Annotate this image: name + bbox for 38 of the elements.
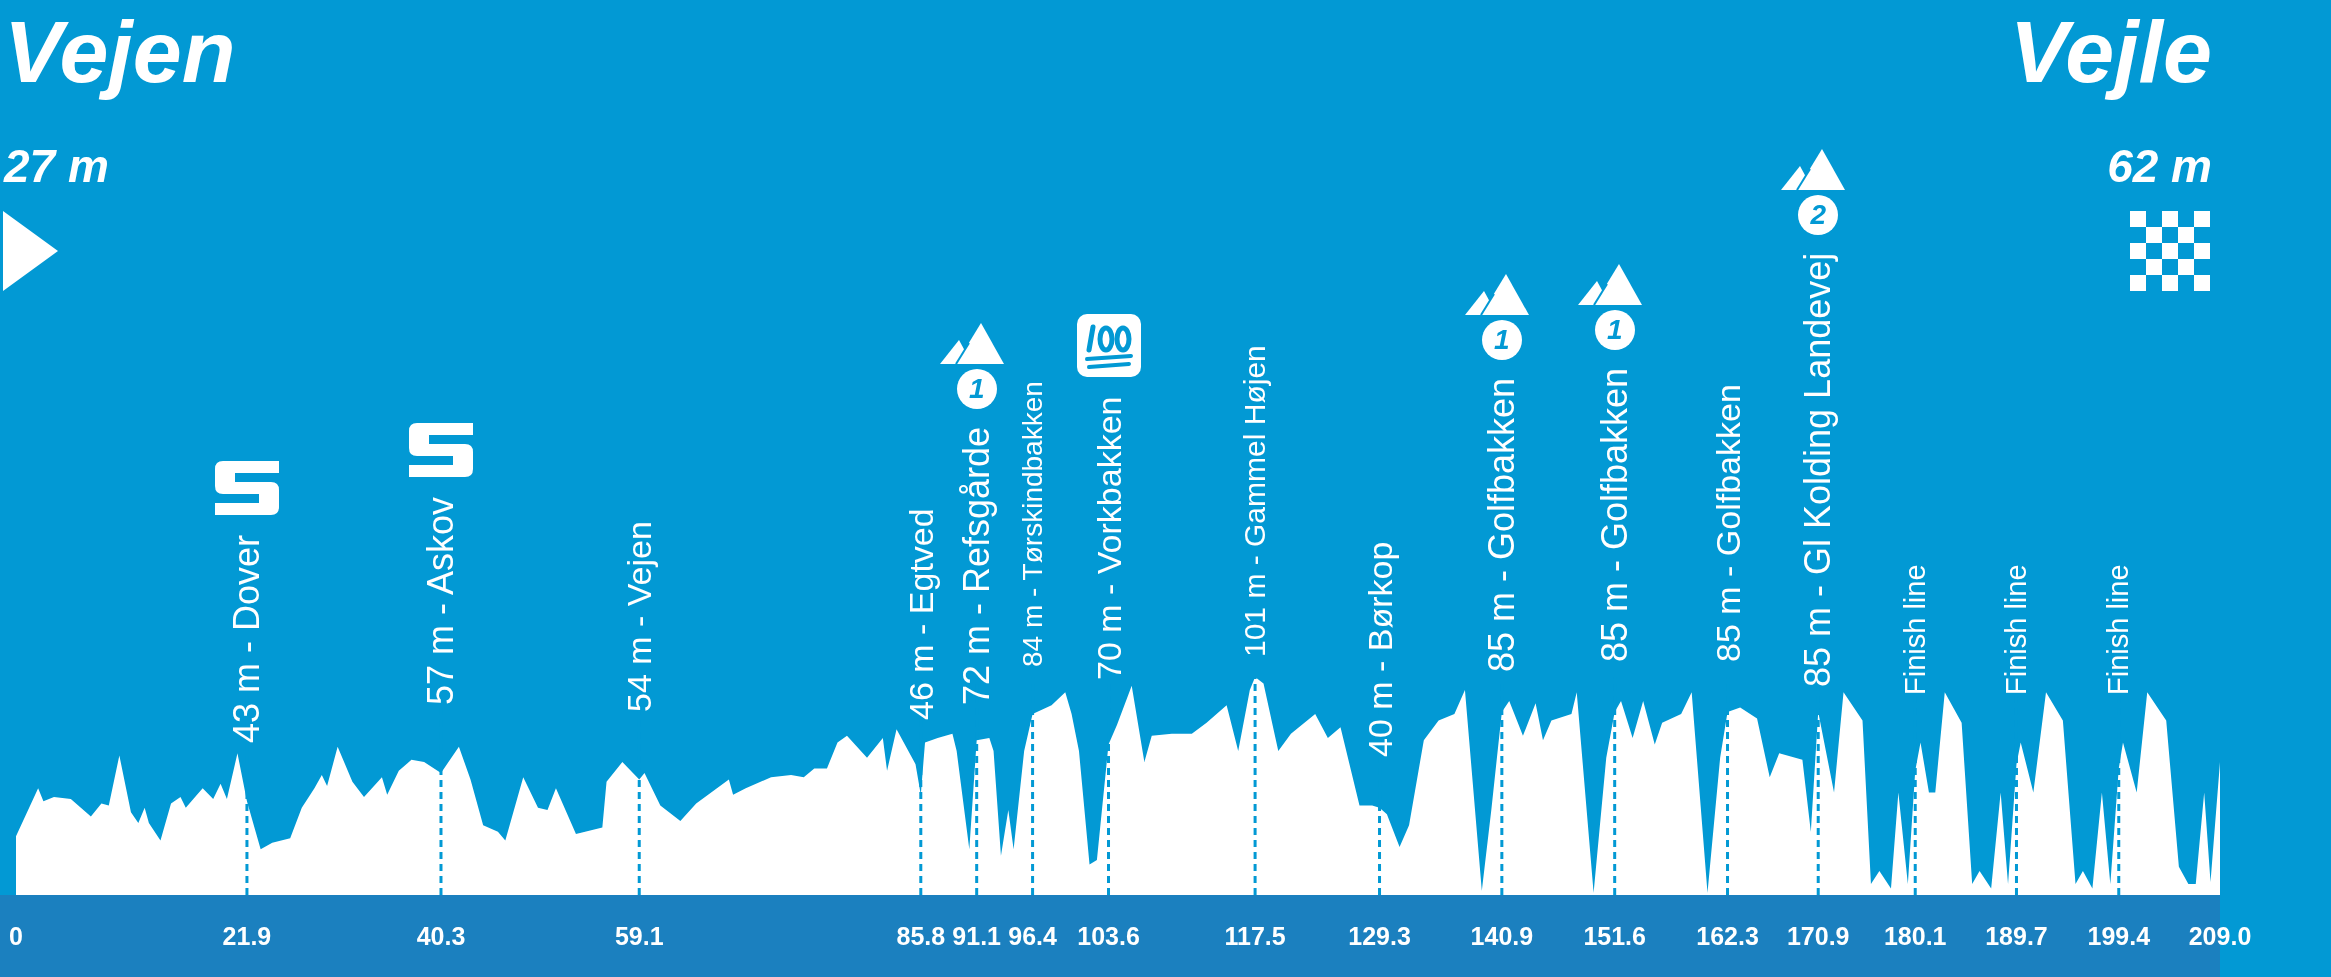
annotation: 46 m - Egtved bbox=[901, 508, 940, 720]
x-tick-label: 103.6 bbox=[1077, 922, 1140, 950]
x-tick-label: 117.5 bbox=[1224, 922, 1286, 950]
annotation: 84 m - Tørskindbakken bbox=[1016, 381, 1048, 668]
x-tick-label: 189.7 bbox=[1985, 922, 2048, 950]
x-tick-label: 40.3 bbox=[416, 922, 466, 950]
annotation: 101 m - Gammel Højen bbox=[1238, 345, 1272, 657]
x-tick-label: 91.1 bbox=[952, 922, 1002, 950]
text: Vejle bbox=[2009, 2, 2212, 101]
x-tick-label: 170.9 bbox=[1786, 922, 1850, 950]
x-tick-label: 85.8 bbox=[896, 922, 946, 950]
x-tick-label: 59.1 bbox=[614, 922, 664, 950]
annotation: 85 m - Golfbakken bbox=[1593, 367, 1635, 662]
text: 62 m bbox=[2107, 140, 2212, 192]
annotation: Finish line bbox=[1999, 564, 2032, 696]
annotation: 70 m - Vorkbakken bbox=[1089, 396, 1128, 680]
annotation: 43 m - Dover bbox=[225, 535, 267, 744]
annotation: 40 m - Børkop bbox=[1360, 541, 1399, 757]
text: 27 m bbox=[4, 140, 109, 192]
x-tick-label: 180.1 bbox=[1883, 922, 1947, 950]
annotation: 85 m - Golfbakken bbox=[1480, 377, 1522, 672]
x-tick-label: 140.9 bbox=[1470, 922, 1534, 950]
annotation: 57 m - Askov bbox=[419, 496, 461, 705]
x-tick-label: 21.9 bbox=[222, 922, 272, 950]
annotation: 72 m - Refsgårde bbox=[955, 427, 997, 706]
text: Vejen bbox=[4, 2, 236, 101]
x-tick-label: 96.4 bbox=[1008, 922, 1057, 950]
annotation: 54 m - Vejen bbox=[620, 521, 659, 713]
x-tick-label: 199.4 bbox=[2087, 922, 2151, 950]
annotation: Finish line bbox=[1898, 564, 1931, 695]
annotation: 85 m - Golfbakken bbox=[1708, 384, 1747, 662]
x-tick-label: 0 bbox=[9, 922, 23, 950]
x-tick-label: 129.3 bbox=[1348, 922, 1411, 950]
x-tick-label: 151.6 bbox=[1583, 922, 1646, 950]
annotation: Finish line bbox=[2102, 563, 2135, 695]
x-tick-label: 209.0 bbox=[2188, 922, 2252, 950]
annotation: 85 m - Gl Kolding Landevej bbox=[1797, 252, 1839, 687]
x-tick-label: 162.3 bbox=[1696, 922, 1759, 950]
